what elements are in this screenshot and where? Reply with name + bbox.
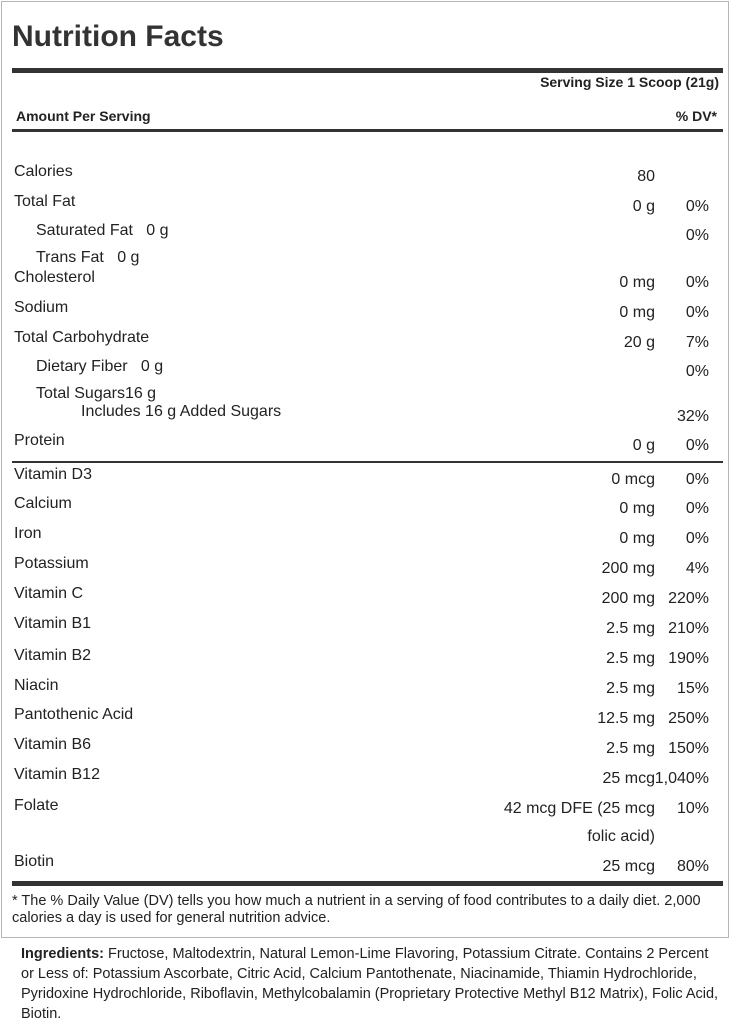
nutrient-dv: 0% — [685, 530, 709, 547]
nutrient-dv: 0% — [685, 274, 709, 291]
nutrient-dv: 1,040% — [654, 770, 709, 787]
nutrient-amount: 12.5 mg — [597, 710, 655, 727]
nutrient-name: Vitamin D3 — [14, 466, 92, 483]
nutrient-name: Cholesterol — [14, 269, 95, 286]
nutrient-name: Total Carbohydrate — [14, 329, 150, 346]
nutrient-amount: 0 g — [632, 198, 655, 215]
panel-title: Nutrition Facts — [12, 20, 224, 53]
nutrient-name: Iron — [14, 525, 42, 542]
thick-divider — [12, 68, 723, 73]
nutrient-amount: 80 — [637, 168, 655, 185]
nutrient-dv: 7% — [685, 334, 709, 351]
nutrient-name: Includes 16 g Added Sugars — [81, 403, 282, 420]
nutrient-amount: 200 mg — [601, 590, 655, 607]
nutrient-amount: 2.5 mg — [606, 680, 655, 697]
nutrient-name: Vitamin B12 — [14, 766, 100, 783]
nutrient-dv: 0% — [685, 437, 709, 454]
nutrient-dv: 220% — [668, 590, 709, 607]
nutrient-dv: 80% — [676, 858, 709, 875]
nutrient-name: Calcium — [14, 495, 72, 512]
nutrient-name: Saturated Fat 0 g — [36, 222, 169, 239]
nutrient-name: Trans Fat 0 g — [36, 249, 140, 266]
dv-header: % DV* — [675, 108, 717, 124]
ingredients-label: Ingredients: — [21, 946, 104, 962]
nutrient-dv: 15% — [676, 680, 709, 697]
nutrient-name: Vitamin B6 — [14, 736, 92, 753]
ingredients: Ingredients: Fructose, Maltodextrin, Nat… — [21, 944, 721, 1024]
nutrient-name: Calories — [14, 163, 73, 180]
nutrient-amount: 2.5 mg — [606, 650, 655, 667]
footnote: * The % Daily Value (DV) tells you how m… — [12, 893, 701, 926]
nutrient-name: Vitamin B1 — [14, 615, 92, 632]
nutrient-dv: 0% — [685, 304, 709, 321]
nutrient-amount: 200 mg — [601, 560, 655, 577]
nutrient-name: Potassium — [14, 555, 89, 572]
nutrient-name: Folate — [14, 797, 59, 814]
nutrient-amount: 0 mg — [619, 500, 655, 517]
nutrient-dv: 0% — [685, 198, 709, 215]
nutrient-amount: 0 mcg — [611, 471, 655, 488]
nutrient-name: Biotin — [14, 853, 55, 870]
nutrient-amount: 2.5 mg — [606, 740, 655, 757]
serving-size: Serving Size 1 Scoop (21g) — [540, 74, 719, 90]
nutrient-amount: 0 g — [632, 437, 655, 454]
nutrient-name: Niacin — [14, 677, 59, 694]
nutrient-amount: 0 mg — [619, 530, 655, 547]
amount-per-serving-header: Amount Per Serving — [16, 108, 151, 124]
nutrient-amount: 42 mcg DFE (25 mcg — [503, 800, 655, 817]
medium-divider — [12, 129, 723, 132]
nutrient-amount: 0 mg — [619, 304, 655, 321]
nutrient-dv: 0% — [685, 471, 709, 488]
nutrient-dv: 0% — [685, 500, 709, 517]
nutrient-name: Sodium — [14, 299, 69, 316]
nutrient-dv: 190% — [668, 650, 709, 667]
nutrition-facts-panel: Nutrition Facts Serving Size 1 Scoop (21… — [1, 1, 729, 938]
nutrient-name: Total Fat — [14, 193, 76, 210]
nutrient-amount: 20 g — [623, 334, 655, 351]
nutrient-dv: 0% — [685, 363, 709, 380]
nutrient-name: Dietary Fiber 0 g — [36, 358, 164, 375]
nutrient-dv: 10% — [676, 800, 709, 817]
thick-divider-bottom — [12, 881, 723, 886]
nutrient-dv: 0% — [685, 227, 709, 244]
nutrient-amount-cont: folic acid) — [587, 828, 655, 845]
nutrient-dv: 250% — [668, 710, 709, 727]
nutrient-dv: 150% — [668, 740, 709, 757]
ingredients-text: Fructose, Maltodextrin, Natural Lemon-Li… — [21, 946, 719, 1022]
nutrient-dv: 32% — [676, 408, 709, 425]
thin-divider — [12, 461, 723, 463]
nutrient-amount: 25 mcg — [602, 858, 655, 875]
nutrient-name: Vitamin C — [14, 585, 84, 602]
nutrient-dv: 4% — [685, 560, 709, 577]
nutrient-name: Pantothenic Acid — [14, 706, 134, 723]
nutrient-name: Total Sugars16 g — [36, 385, 157, 402]
nutrient-dv: 210% — [668, 620, 709, 637]
nutrient-amount: 0 mg — [619, 274, 655, 291]
nutrient-name: Vitamin B2 — [14, 647, 92, 664]
nutrient-name: Protein — [14, 432, 65, 449]
nutrient-amount: 2.5 mg — [606, 620, 655, 637]
nutrient-amount: 25 mcg — [602, 770, 655, 787]
